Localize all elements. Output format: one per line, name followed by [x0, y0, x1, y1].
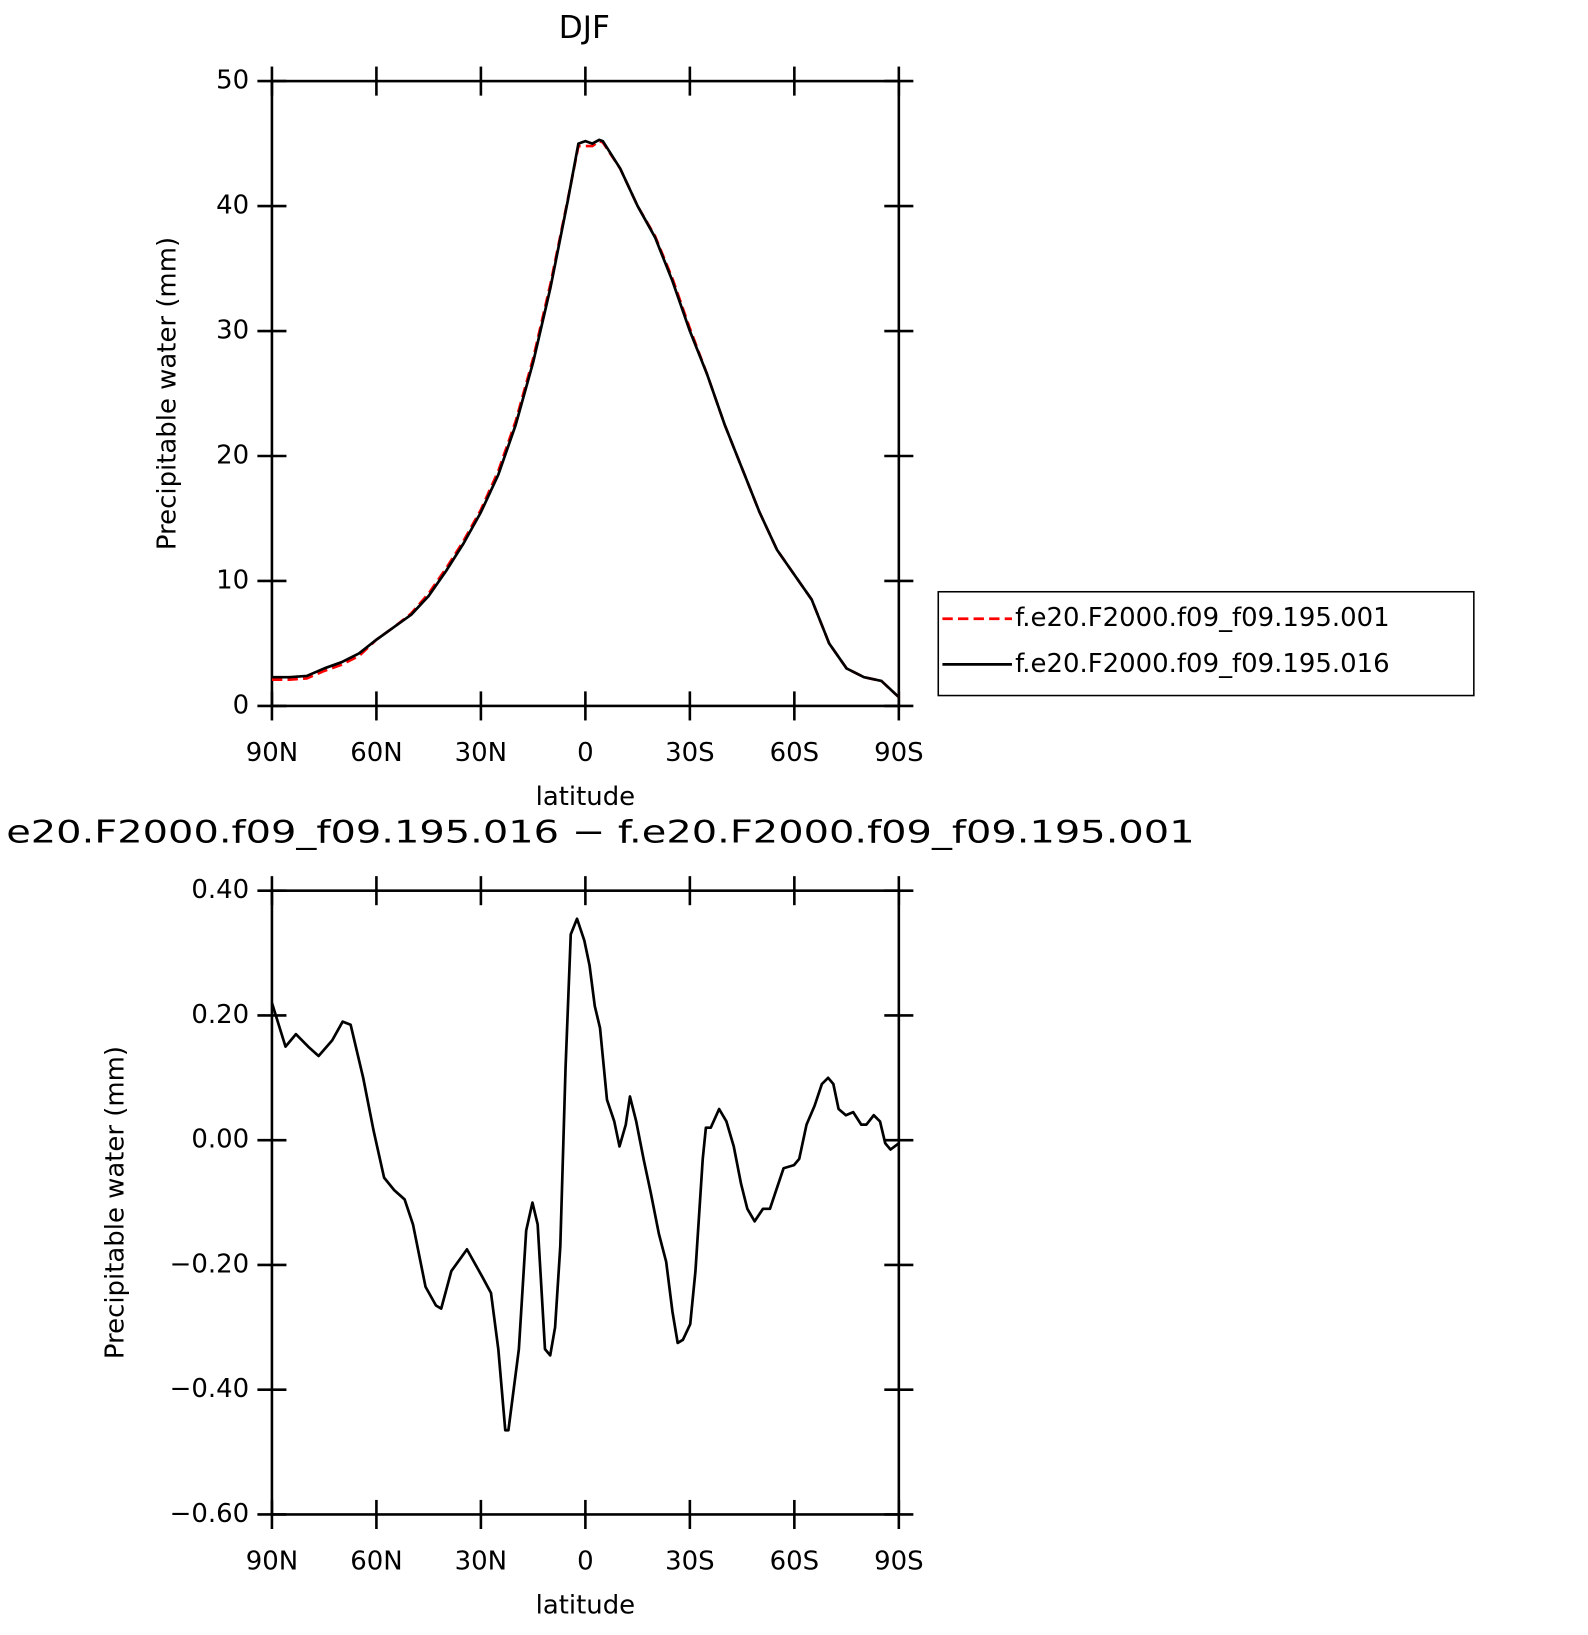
legend-box: [937, 590, 1475, 697]
x-axis-label: latitude: [536, 782, 636, 812]
x-axis-label: latitude: [536, 1590, 636, 1620]
y-tick-label: −0.40: [170, 1374, 249, 1404]
x-tick-label: 90N: [246, 738, 298, 768]
y-tick-label: 10: [216, 565, 249, 595]
x-tick-label: 90S: [874, 1547, 923, 1577]
x-tick-label: 90N: [246, 1547, 298, 1577]
y-tick-label: 30: [216, 316, 249, 346]
y-axis-label: Precipitable water (mm): [153, 237, 183, 550]
x-tick-label: 30N: [455, 1547, 507, 1577]
y-tick-label: −0.60: [170, 1499, 249, 1529]
legend-label: f.e20.F2000.f09_f09.195.001: [1015, 603, 1390, 633]
y-tick-label: 50: [216, 66, 249, 96]
x-tick-label: 60S: [770, 738, 819, 768]
y-tick-label: 40: [216, 191, 249, 221]
x-tick-label: 0: [577, 738, 594, 768]
plot-frame: [270, 79, 901, 708]
y-tick-label: 0.00: [191, 1125, 249, 1155]
x-tick-label: 60S: [770, 1547, 819, 1577]
x-tick-label: 0: [577, 1547, 594, 1577]
y-axis-label: Precipitable water (mm): [101, 1046, 131, 1359]
chart-title: e20.F2000.f09_f09.195.016 − f.e20.F2000.…: [6, 815, 1194, 851]
x-tick-label: 60N: [350, 1547, 402, 1577]
legend-label: f.e20.F2000.f09_f09.195.016: [1015, 649, 1390, 679]
y-tick-label: 20: [216, 440, 249, 470]
x-tick-label: 60N: [350, 738, 402, 768]
y-tick-label: 0: [233, 690, 250, 720]
data-line: [271, 139, 900, 699]
x-tick-label: 30S: [665, 1547, 714, 1577]
x-tick-label: 90S: [874, 738, 923, 768]
x-tick-label: 30N: [455, 738, 507, 768]
y-tick-label: 0.40: [191, 875, 249, 905]
plot-frame: [270, 889, 901, 1516]
y-tick-label: −0.20: [170, 1249, 249, 1279]
data-line: [270, 917, 900, 1432]
chart-title: DJF: [559, 10, 610, 46]
data-line: [271, 138, 900, 699]
y-tick-label: 0.20: [191, 1000, 249, 1030]
x-tick-label: 30S: [665, 738, 714, 768]
